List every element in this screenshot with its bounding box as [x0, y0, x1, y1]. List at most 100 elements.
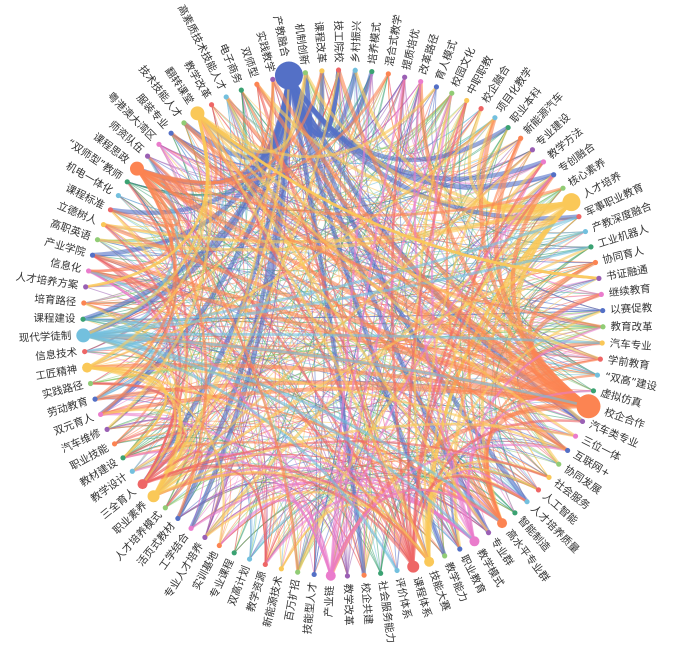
- edge: [450, 438, 568, 550]
- node: [457, 546, 463, 552]
- node-label: 课程体系: [410, 576, 433, 620]
- node: [181, 120, 187, 126]
- edge: [455, 468, 528, 542]
- node-label: 教育改革: [610, 320, 652, 334]
- node: [433, 84, 440, 90]
- edge: [106, 406, 568, 451]
- edge: [136, 167, 604, 329]
- edge: [255, 83, 415, 567]
- node-label: 课程改革: [312, 21, 328, 64]
- node-label: 评价体系: [393, 577, 413, 621]
- node-label: 乡村振兴: [349, 20, 364, 63]
- node: [262, 561, 268, 568]
- node: [469, 536, 480, 547]
- edge: [87, 366, 182, 497]
- node: [335, 67, 342, 73]
- node: [319, 68, 325, 74]
- node: [418, 78, 424, 85]
- edge: [83, 215, 580, 337]
- node: [120, 455, 126, 461]
- node-label: 现代学徒制: [19, 329, 72, 345]
- node-label: 学前教育: [607, 353, 650, 372]
- node: [223, 94, 229, 100]
- edge: [142, 440, 550, 486]
- edge: [109, 167, 181, 228]
- node: [162, 505, 168, 511]
- edge: [329, 76, 406, 576]
- node: [270, 76, 276, 83]
- edge: [428, 309, 604, 562]
- node-label: 机制创新: [292, 23, 311, 67]
- edge: [135, 167, 208, 519]
- node-label: 培育路径: [34, 292, 77, 308]
- node: [311, 571, 317, 578]
- node: [168, 130, 174, 136]
- node: [295, 569, 301, 575]
- node: [274, 61, 303, 90]
- node-label: 书证融通: [605, 264, 649, 283]
- node: [352, 67, 358, 73]
- node: [576, 394, 601, 419]
- edge: [264, 500, 303, 573]
- node: [518, 135, 524, 141]
- edge: [435, 86, 603, 312]
- node: [89, 252, 96, 258]
- node: [100, 221, 107, 228]
- node: [449, 90, 455, 96]
- edge: [196, 112, 601, 361]
- node: [94, 237, 101, 243]
- node: [385, 71, 391, 77]
- edge: [390, 77, 415, 567]
- node: [394, 567, 400, 574]
- node: [107, 207, 114, 213]
- node: [529, 147, 536, 153]
- node-label: 产业链: [322, 585, 336, 618]
- node: [590, 388, 597, 394]
- node: [597, 356, 603, 362]
- node: [83, 284, 89, 290]
- node: [124, 179, 130, 185]
- edge: [83, 334, 476, 543]
- edge: [97, 239, 603, 312]
- edge: [142, 464, 431, 563]
- node: [596, 275, 602, 281]
- edge: [135, 167, 300, 573]
- node: [254, 81, 260, 87]
- edge: [218, 490, 276, 565]
- node-label: 教学改革: [342, 583, 356, 625]
- edge: [142, 464, 267, 565]
- node: [111, 441, 118, 447]
- edge: [136, 167, 564, 217]
- node: [497, 518, 508, 529]
- node: [492, 115, 498, 121]
- node: [485, 530, 492, 536]
- node: [551, 172, 557, 178]
- node: [535, 487, 542, 493]
- node: [344, 573, 351, 579]
- node: [478, 106, 484, 112]
- node: [82, 348, 88, 355]
- edge: [86, 72, 307, 369]
- node-label: 继续教育: [608, 282, 651, 300]
- node-label: 社会服务能力: [376, 580, 398, 644]
- node: [598, 291, 604, 298]
- node: [600, 307, 606, 314]
- node: [325, 570, 336, 581]
- node: [407, 560, 420, 573]
- node: [512, 510, 518, 516]
- edge: [529, 277, 602, 299]
- edge: [136, 167, 569, 452]
- edge: [466, 389, 594, 542]
- node-label: 技工院校: [332, 20, 346, 63]
- node: [156, 141, 162, 147]
- node: [576, 214, 582, 220]
- edge: [411, 161, 545, 567]
- node: [87, 380, 94, 387]
- node-label: 信息技术: [35, 345, 79, 363]
- node: [402, 74, 408, 80]
- edge: [411, 475, 528, 567]
- node: [238, 87, 244, 93]
- node-label: 以赛促教: [610, 301, 653, 316]
- node-label: 混合式教学: [383, 13, 405, 67]
